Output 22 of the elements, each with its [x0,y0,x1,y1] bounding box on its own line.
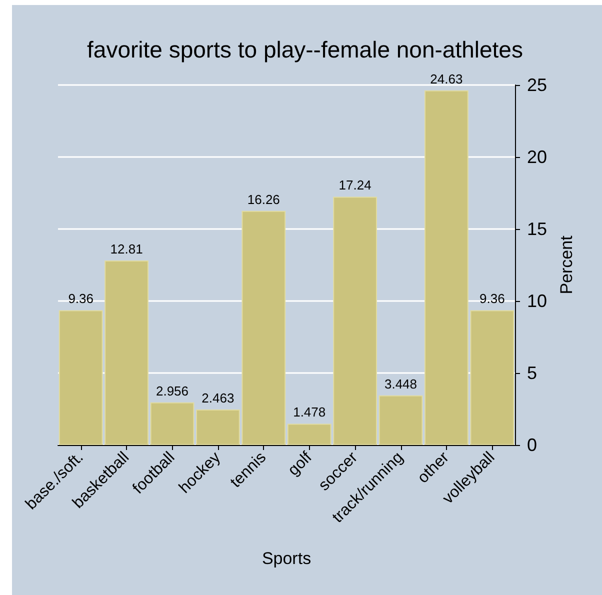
data-label: 24.63 [430,71,463,86]
x-tick-label: golf [285,448,316,480]
data-label: 1.478 [293,404,326,420]
y-tick-label: 20 [527,147,548,167]
data-label: 9.36 [479,291,505,306]
y-tick-label: 10 [527,291,548,311]
x-axis-title: Sports [262,549,312,568]
data-label: 2.463 [202,390,234,406]
data-label: 9.36 [68,291,94,306]
data-label: 16.26 [247,192,280,207]
data-label: 12.81 [110,242,143,257]
data-label: 2.956 [156,383,189,398]
y-tick-label: 0 [527,435,538,455]
bar [378,395,423,445]
data-label: 17.24 [338,178,372,193]
chart-title: favorite sports to play--female non-athletes [87,36,523,62]
y-axis-title: Percent [556,235,576,294]
y-tick-label: 15 [527,219,548,239]
bar [150,402,194,445]
y-tick-label: 25 [527,75,548,95]
data-label: 3.448 [384,376,418,392]
y-tick-label: 5 [527,363,538,383]
